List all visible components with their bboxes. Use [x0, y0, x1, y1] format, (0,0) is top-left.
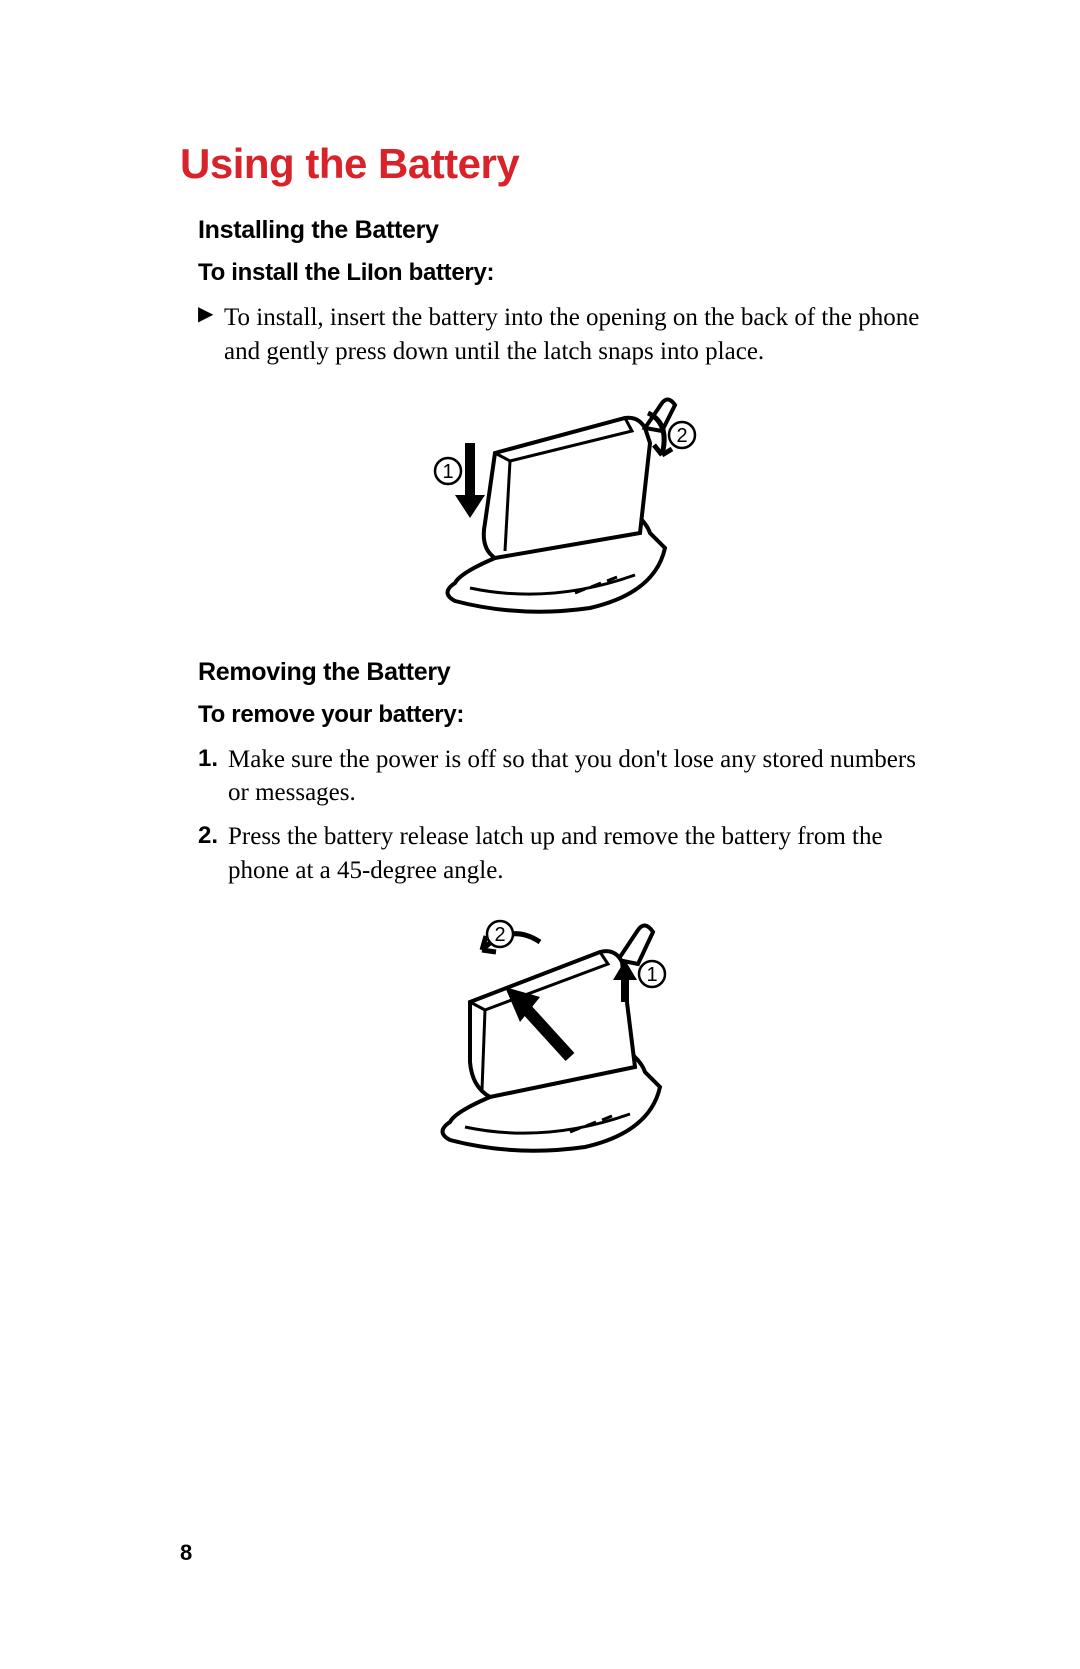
step-number: 2. — [198, 820, 228, 888]
page-number: 8 — [180, 1540, 192, 1566]
step-number: 1. — [198, 743, 228, 811]
callout-1: 1 — [646, 964, 657, 986]
callout-2: 2 — [494, 924, 505, 946]
callout-1: 1 — [442, 461, 453, 483]
triangle-bullet-icon: ▶ — [198, 301, 224, 369]
page-content: Using the Battery Installing the Battery… — [180, 140, 920, 1197]
subhead-installing: Installing the Battery — [198, 216, 920, 245]
leadin-installing: To install the LiIon battery: — [198, 259, 920, 287]
remove-step-2: 2. Press the battery release latch up an… — [198, 820, 920, 888]
install-bullet: ▶ To install, insert the battery into th… — [198, 301, 920, 369]
phone-remove-drawing: 2 1 — [400, 902, 700, 1162]
remove-step-1: 1. Make sure the power is off so that yo… — [198, 743, 920, 811]
subhead-removing: Removing the Battery — [198, 658, 920, 687]
install-bullet-text: To install, insert the battery into the … — [224, 301, 920, 369]
illustration-install: 1 2 — [180, 383, 920, 628]
page-title: Using the Battery — [180, 140, 920, 188]
callout-2: 2 — [676, 425, 687, 447]
step-text: Make sure the power is off so that you d… — [228, 743, 920, 811]
phone-install-drawing: 1 2 — [400, 383, 700, 623]
illustration-remove: 2 1 — [180, 902, 920, 1167]
leadin-removing: To remove your battery: — [198, 701, 920, 729]
section-removing: Removing the Battery To remove your batt… — [180, 658, 920, 1167]
step-text: Press the battery release latch up and r… — [228, 820, 920, 888]
section-installing: Installing the Battery To install the Li… — [180, 216, 920, 628]
